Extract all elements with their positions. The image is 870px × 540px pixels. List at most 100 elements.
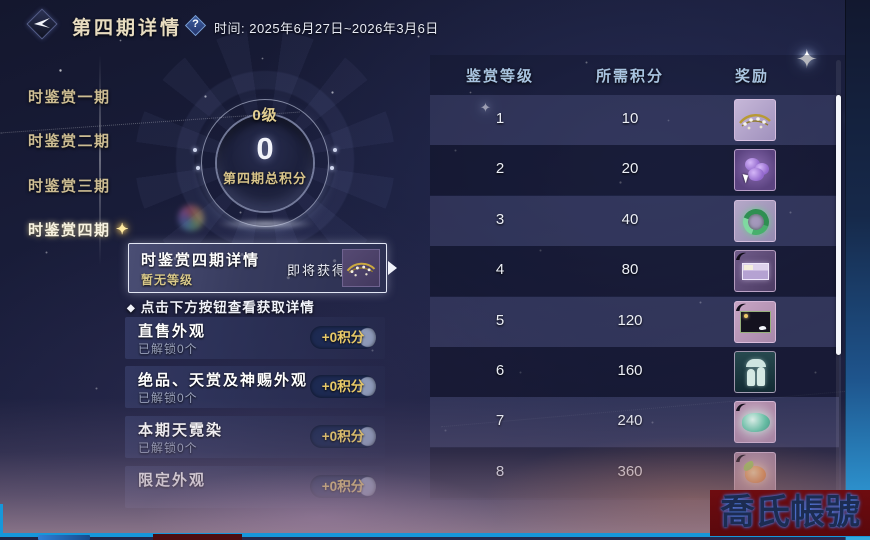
reward-icon-photo-frame[interactable] (734, 301, 776, 343)
level-value: 2 (495, 160, 505, 177)
sidebar-tab-period-4[interactable]: 时鉴赏四期 ✦ (12, 218, 128, 244)
table-row[interactable]: 1 10 (430, 95, 839, 145)
category-title: 绝品、天赏及神赐外观 (138, 372, 309, 389)
category-unlock-count: 已解锁0个 (138, 391, 198, 405)
upcoming-reward-label: 即将获得 (287, 263, 348, 278)
level-value: 6 (495, 362, 505, 379)
window-left-edge (0, 504, 3, 534)
ring-dot (333, 148, 337, 152)
column-header-level: 鉴赏等级 (465, 68, 534, 85)
level-value: 3 (495, 211, 505, 228)
event-time-label: 时间: 2025年6月27日~2026年3月6日 (214, 21, 439, 36)
reward-table: 鉴赏等级 所需积分 奖励 1 10 2 20 (430, 55, 845, 500)
table-row[interactable]: 6 160 (430, 347, 839, 397)
jade-blob-shape (742, 413, 770, 432)
lens-flare (178, 205, 204, 231)
sidebar-tab-label: 时鉴赏四期 (28, 222, 111, 239)
category-button-direct-sale[interactable]: 直售外观 已解锁0个 +0积分 (125, 317, 385, 359)
moon-dot (744, 314, 748, 318)
flower-petal (748, 168, 764, 181)
column-header-points: 所需积分 (595, 68, 664, 85)
sidebar-tab-label: 时鉴赏二期 (28, 133, 111, 150)
reward-icon-purple-flower[interactable] (734, 149, 776, 191)
reward-icon-jade-ring[interactable] (734, 200, 776, 242)
period-detail-card[interactable]: 时鉴赏四期详情 暂无等级 即将获得 (128, 243, 397, 293)
dye-brush-icon (736, 454, 746, 462)
table-row[interactable]: 5 120 (430, 297, 839, 347)
gold-branch-icon (346, 262, 376, 277)
points-value: 240 (617, 412, 643, 429)
sparkle-icon: ✦ (115, 221, 130, 238)
taskbar-fragment (38, 535, 90, 540)
ring-dot (196, 166, 200, 170)
reward-icon-gold-branch[interactable] (734, 99, 776, 141)
back-button[interactable] (26, 8, 58, 40)
points-value: 10 (621, 110, 639, 127)
star-icon: ✦ (480, 100, 491, 115)
taskbar-fragment (153, 534, 242, 540)
dye-brush-icon (736, 252, 746, 260)
score-caption: 第四期总积分 (222, 171, 307, 186)
category-button-dye[interactable]: 本期天霓染 已解锁0个 +0积分 (125, 416, 385, 458)
help-icon-glyph: ? (192, 18, 199, 30)
table-row[interactable]: 7 240 (430, 397, 839, 447)
level-value: 1 (495, 110, 505, 127)
diamond-bullet-icon: ◆ (127, 303, 136, 314)
level-value: 8 (495, 463, 505, 480)
category-button-limited[interactable]: 限定外观 +0积分 (125, 466, 385, 508)
light-beam (99, 55, 101, 265)
sidebar-tab-period-2[interactable]: 时鉴赏二期 (12, 129, 124, 155)
detail-card-subtitle: 暂无等级 (141, 273, 194, 287)
reward-icon-teal-jade[interactable] (734, 401, 776, 443)
tip-label: 点击下方按钮查看获取详情 (140, 300, 315, 315)
star-icon: ✦ (796, 44, 818, 74)
sidebar-tab-label: 时鉴赏三期 (28, 178, 111, 195)
level-value: 7 (495, 412, 505, 429)
points-value: 20 (621, 160, 639, 177)
window-bottom-edge (0, 533, 870, 537)
figure-shape (757, 367, 765, 386)
ring-dot (193, 148, 197, 152)
gold-branch-icon (739, 114, 771, 130)
upcoming-reward-icon (342, 249, 380, 287)
reward-icon-fruit[interactable] (734, 452, 776, 494)
table-row[interactable]: 4 80 (430, 246, 839, 296)
category-unlock-count: 已解锁0个 (138, 342, 198, 356)
score-ring (201, 99, 329, 227)
detail-card-title: 时鉴赏四期详情 (141, 252, 261, 269)
total-score-value: 0 (256, 131, 274, 166)
ring-dot (330, 166, 334, 170)
sidebar-tab-period-3[interactable]: 时鉴赏三期 (12, 174, 124, 200)
points-value: 120 (617, 312, 643, 329)
tip-text: ◆ 点击下方按钮查看获取详情 (127, 296, 315, 316)
level-value: 4 (495, 261, 505, 278)
table-row[interactable]: 2 20 (430, 145, 839, 195)
sidebar-tab-period-1[interactable]: 时鉴赏一期 (12, 85, 124, 111)
score-circle (217, 115, 313, 211)
sidebar-tab-label: 时鉴赏一期 (28, 89, 111, 106)
dye-brush-icon (736, 403, 746, 411)
points-badge: +0积分 (310, 375, 376, 398)
level-value: 5 (495, 312, 505, 329)
reward-icon-couple-figures[interactable] (734, 351, 776, 393)
category-title: 限定外观 (138, 472, 207, 489)
page-title: 第四期详情 (72, 18, 183, 39)
category-unlock-count: 已解锁0个 (138, 441, 198, 455)
dye-brush-icon (736, 303, 746, 311)
level-label: 0级 (252, 107, 278, 124)
card-label (744, 265, 753, 270)
category-button-premium[interactable]: 绝品、天赏及神赐外观 已解锁0个 +0积分 (125, 366, 385, 408)
points-badge: +0积分 (310, 425, 376, 448)
help-icon[interactable]: ? (184, 14, 207, 37)
star-field (0, 0, 1, 1)
points-value: 160 (617, 362, 643, 379)
jade-ring-shape (738, 204, 774, 240)
reward-icon-purple-card[interactable] (734, 250, 776, 292)
table-row[interactable]: 3 40 (430, 196, 839, 246)
scrollbar-thumb[interactable] (836, 95, 841, 355)
figure-shape (747, 369, 755, 386)
umbrella-shape (746, 359, 766, 367)
column-header-reward: 奖励 (734, 68, 769, 85)
back-arrow-icon (34, 18, 50, 28)
